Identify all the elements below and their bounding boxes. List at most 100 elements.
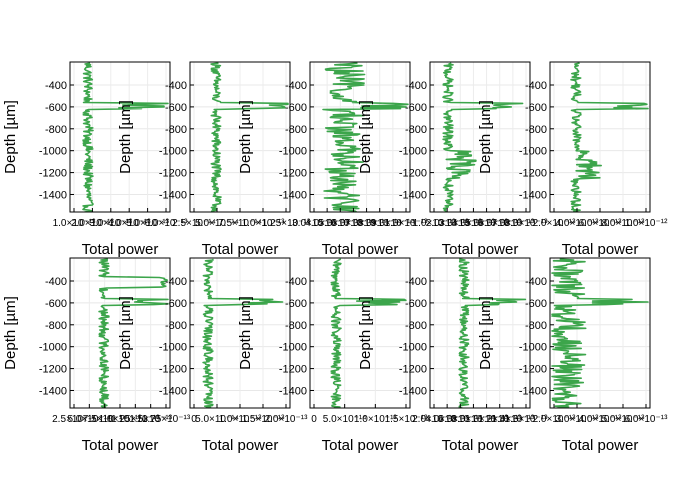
x-tick-label: 4.0×10⁻¹³ [556, 218, 599, 229]
x-tick-label: 1.0×10⁻¹³ [413, 218, 456, 229]
y-tick-label: -1400 [519, 385, 547, 397]
x-axis-label: Total power [202, 241, 279, 258]
y-tick-label: -800 [45, 124, 67, 136]
y-axis-label: Depth [µm] [237, 100, 254, 174]
x-tick-label: 6.0×10⁻¹³ [579, 218, 622, 229]
grid [310, 258, 410, 408]
y-tick-label: -800 [165, 320, 187, 332]
y-tick-label: -400 [525, 80, 547, 92]
y-tick-label: -1000 [39, 146, 67, 158]
x-tick-label: 3.0×10⁻¹⁴ [292, 218, 336, 229]
x-tick-label: 9.0×10⁻¹⁴ [371, 218, 415, 229]
x-tick-label: 1.0×10⁻¹³ [99, 414, 142, 425]
x-tick-label: 6.0×10⁻¹³ [625, 414, 668, 425]
x-tick-label: 2.5×10⁻¹⁴ [172, 218, 216, 229]
subplot-8: -400 -600 -800 -1000 -1200 -1400 0 5.0×10⁻¹⁴1.0… [237, 257, 428, 454]
series-line [458, 258, 527, 408]
y-axis-label: Depth [µm] [357, 296, 374, 370]
x-tick-label: 5.0×10⁻¹⁴ [195, 218, 239, 229]
y-tick-label: -400 [165, 80, 187, 92]
series-line [442, 62, 524, 212]
x-tick-label: 7.5×10⁻¹⁴ [218, 218, 262, 229]
series-line [330, 258, 407, 408]
series-line [570, 62, 649, 212]
x-tick-label: 1.0×10⁻¹³ [53, 218, 96, 229]
grid [550, 62, 650, 212]
x-tick-label: 1.25×10⁻¹³ [111, 414, 160, 425]
x-tick-label: 5.0×10⁻¹⁴ [318, 218, 362, 229]
series-line [82, 62, 169, 212]
series-line [202, 258, 284, 408]
x-tick-label: 8.0×10⁻¹³ [505, 218, 548, 229]
x-tick-label: 3.0×10⁻¹³ [556, 414, 599, 425]
x-tick-label: 5.0×10⁻¹⁴ [67, 414, 111, 425]
subplot-7: -400 -600 -800 -1000 -1200 -1400 05.0×10⁻¹⁴1.0… [117, 257, 308, 454]
x-tick-label: 2.0×10⁻¹³ [426, 218, 469, 229]
y-tick-label: -1200 [279, 168, 307, 180]
y-axis-label: Depth [µm] [117, 100, 134, 174]
x-tick-label: 7.0×10⁻¹³ [491, 218, 534, 229]
x-tick-label: 4.0×10⁻¹⁴ [425, 414, 469, 425]
y-axis-label: Depth [µm] [477, 296, 494, 370]
subplot-3: -400 -600 -800 -1000 -1200 -1400 3.0×10⁻¹⁴4.0×… [237, 61, 428, 258]
y-axis-label: Depth [µm] [237, 296, 254, 370]
y-tick-label: -1200 [39, 364, 67, 376]
y-tick-label: -600 [525, 298, 547, 310]
x-tick-label: 3.0×10⁻¹³ [89, 218, 132, 229]
y-tick-label: -1400 [39, 385, 67, 397]
x-tick-label: 1.6×10⁻¹³ [505, 414, 548, 425]
x-tick-label: 4.0×10⁻¹³ [108, 218, 151, 229]
x-tick-label: 6.0×10⁻¹⁴ [332, 218, 376, 229]
x-tick-label: 1.5×10⁻¹³ [129, 414, 172, 425]
y-tick-label: -1000 [399, 342, 427, 354]
y-tick-label: -1400 [399, 385, 427, 397]
grid [190, 62, 290, 212]
x-tick-label: 7.5×10⁻¹⁴ [83, 414, 127, 425]
y-tick-label: -600 [405, 298, 427, 310]
y-tick-label: -600 [405, 102, 427, 114]
y-tick-label: -600 [45, 102, 67, 114]
subplot-6: -400 -600 -800 -1000 -1200 -1400 2.5×10⁻¹⁴5.0×… [2, 257, 191, 454]
x-tick-label: 4.0×10⁻¹³ [452, 218, 495, 229]
series-line [551, 258, 649, 408]
x-tick-label: 8.0×10⁻¹⁴ [452, 414, 496, 425]
subplot-9: -400 -600 -800 -1000 -1200 -1400 2.0×10⁻¹⁴4.0×… [357, 257, 548, 454]
y-tick-label: -1000 [519, 146, 547, 158]
subplot-4: -400 -600 -800 -1000 -1200 -1400 1.0×10⁻¹³2.0×… [357, 61, 548, 258]
series-line [322, 62, 409, 212]
x-tick-label: 0 [191, 414, 197, 425]
y-tick-label: -400 [45, 80, 67, 92]
y-tick-label: -800 [165, 124, 187, 136]
x-tick-label: 5.0×10⁻¹³ [126, 218, 169, 229]
y-tick-label: -800 [525, 124, 547, 136]
x-tick-label: 1.4×10⁻¹³ [491, 414, 534, 425]
x-tick-label: 7.0×10⁻¹⁴ [345, 218, 389, 229]
x-tick-label: 1.0×10⁻¹³ [219, 414, 262, 425]
y-axis-label: Depth [µm] [477, 100, 494, 174]
x-axis-label: Total power [202, 437, 279, 454]
y-tick-label: -1000 [399, 146, 427, 158]
y-tick-label: -800 [405, 124, 427, 136]
y-tick-label: -600 [165, 102, 187, 114]
x-tick-label: 1.75×10⁻¹³ [142, 414, 191, 425]
x-tick-label: 2.5×10⁻¹⁴ [52, 414, 96, 425]
y-tick-label: -800 [285, 320, 307, 332]
y-tick-label: -1400 [159, 385, 187, 397]
y-tick-label: -1200 [519, 364, 547, 376]
x-tick-label: 1.0×10⁻¹³ [465, 414, 508, 425]
x-tick-label: 1.5×10⁻¹³ [242, 414, 285, 425]
x-axis-label: Total power [562, 241, 639, 258]
subplot-10: -400 -600 -800 -1000 -1200 -1400 2.0×10⁻¹³3.0×… [477, 257, 668, 454]
plot-frame [429, 61, 531, 213]
x-tick-label: 1.0×10⁻¹³ [354, 414, 397, 425]
x-axis-label: Total power [322, 241, 399, 258]
y-tick-label: -1200 [399, 168, 427, 180]
y-tick-label: -1000 [279, 146, 307, 158]
x-tick-label: 1.25×10⁻¹³ [262, 218, 311, 229]
x-axis-label: Total power [562, 437, 639, 454]
x-axis-label: Total power [82, 241, 159, 258]
x-tick-label: 8.0×10⁻¹³ [602, 218, 645, 229]
y-tick-label: -600 [45, 298, 67, 310]
y-tick-label: -1200 [159, 364, 187, 376]
y-axis-label: Depth [µm] [2, 296, 19, 370]
